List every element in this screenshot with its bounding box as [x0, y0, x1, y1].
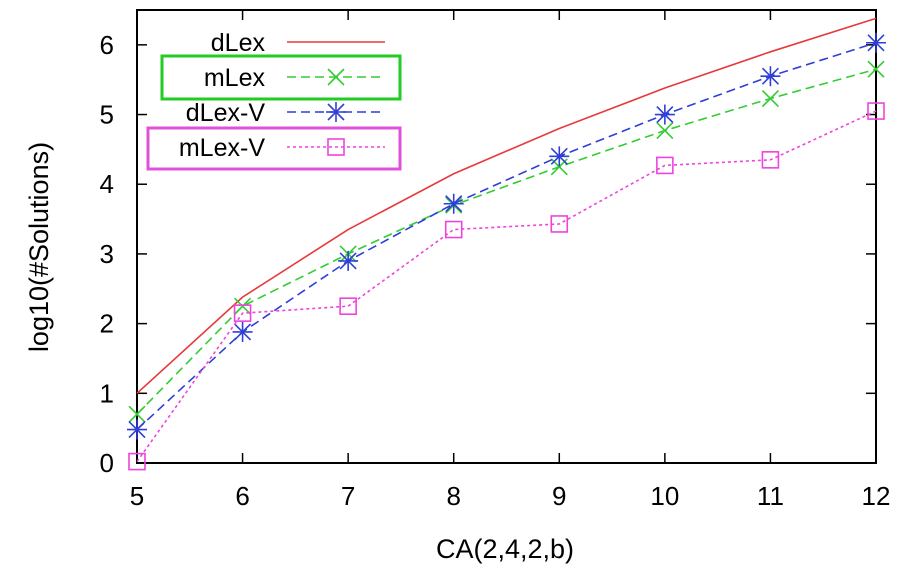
y-tick-label: 5 — [100, 100, 114, 130]
data-point-dlex-v — [654, 104, 675, 125]
data-point-mlex-v — [656, 156, 674, 175]
data-point-mlex — [656, 122, 674, 140]
data-point-dlex-v — [127, 419, 147, 440]
x-tick-label: 6 — [235, 481, 249, 511]
data-point-dlex-v — [760, 66, 781, 87]
legend-entry-dlex-v: dLex-V — [186, 99, 385, 127]
data-point-mlex — [867, 60, 885, 78]
series-line-dlex — [136, 17, 877, 394]
series-layer — [127, 17, 886, 471]
data-point-mlex-v — [550, 215, 569, 233]
series-line-mlex-v — [136, 110, 877, 463]
series-mlex-v — [128, 102, 885, 471]
legend-highlight-box — [146, 126, 402, 171]
x-tick-label: 5 — [130, 481, 144, 511]
x-tick-label: 9 — [552, 481, 566, 511]
data-point-dlex-v — [338, 250, 359, 271]
data-point-mlex-v — [761, 151, 780, 169]
plot-border — [136, 9, 877, 464]
series-dlex — [136, 17, 877, 394]
data-point-mlex-v — [128, 452, 146, 471]
data-point-mlex — [128, 405, 146, 423]
series-mlex — [128, 60, 885, 423]
plot-frame — [136, 9, 877, 464]
legend-label-mlex: mLex — [204, 64, 266, 92]
legend-entry-dlex: dLex — [211, 29, 385, 57]
legend-highlight-box — [160, 54, 402, 101]
data-point-mlex — [234, 297, 252, 315]
x-tick-label: 11 — [757, 481, 784, 511]
series-line-dlex-v — [136, 41, 877, 431]
y-tick-label: 3 — [100, 239, 114, 269]
x-tick-label: 8 — [446, 481, 460, 511]
series-line-mlex — [136, 68, 877, 415]
data-point-dlex-v — [232, 321, 253, 342]
y-tick-label: 2 — [100, 309, 114, 339]
x-axis-label: CA(2,4,2,b) — [436, 534, 574, 564]
x-tick-label: 7 — [341, 481, 355, 511]
x-tick-label: 10 — [650, 481, 679, 511]
legend-label-mlex-v: mLex-V — [179, 134, 265, 162]
y-tick-label: 4 — [100, 169, 114, 199]
x-tick-label: 12 — [862, 481, 891, 511]
data-point-mlex-v — [444, 220, 463, 239]
legend-marker-mlex — [327, 68, 345, 86]
legend-marker-mlex-v — [327, 138, 345, 156]
data-point-dlex-v — [443, 193, 464, 214]
data-point-dlex-v — [549, 146, 570, 167]
data-point-mlex-v — [233, 304, 252, 322]
data-point-dlex-v — [866, 32, 886, 53]
data-point-mlex-v — [339, 297, 357, 315]
series-dlex-v — [127, 32, 886, 440]
data-point-mlex — [761, 89, 779, 108]
legend-label-dlex: dLex — [211, 29, 266, 57]
legend-entry-mlex: mLex — [160, 54, 402, 101]
y-axis-label: log10(#Solutions) — [24, 142, 54, 352]
y-tick-label: 0 — [100, 448, 114, 478]
legend-marker-dlex-v — [326, 102, 346, 122]
y-tick-label: 1 — [100, 378, 114, 408]
legend-label-dlex-v: dLex-V — [186, 99, 266, 127]
legend-entry-mlex-v: mLex-V — [146, 126, 402, 171]
legend: dLex mLex dLex-V mLex-V — [146, 29, 402, 171]
y-tick-label: 6 — [100, 30, 114, 60]
data-point-mlex-v — [867, 102, 885, 120]
